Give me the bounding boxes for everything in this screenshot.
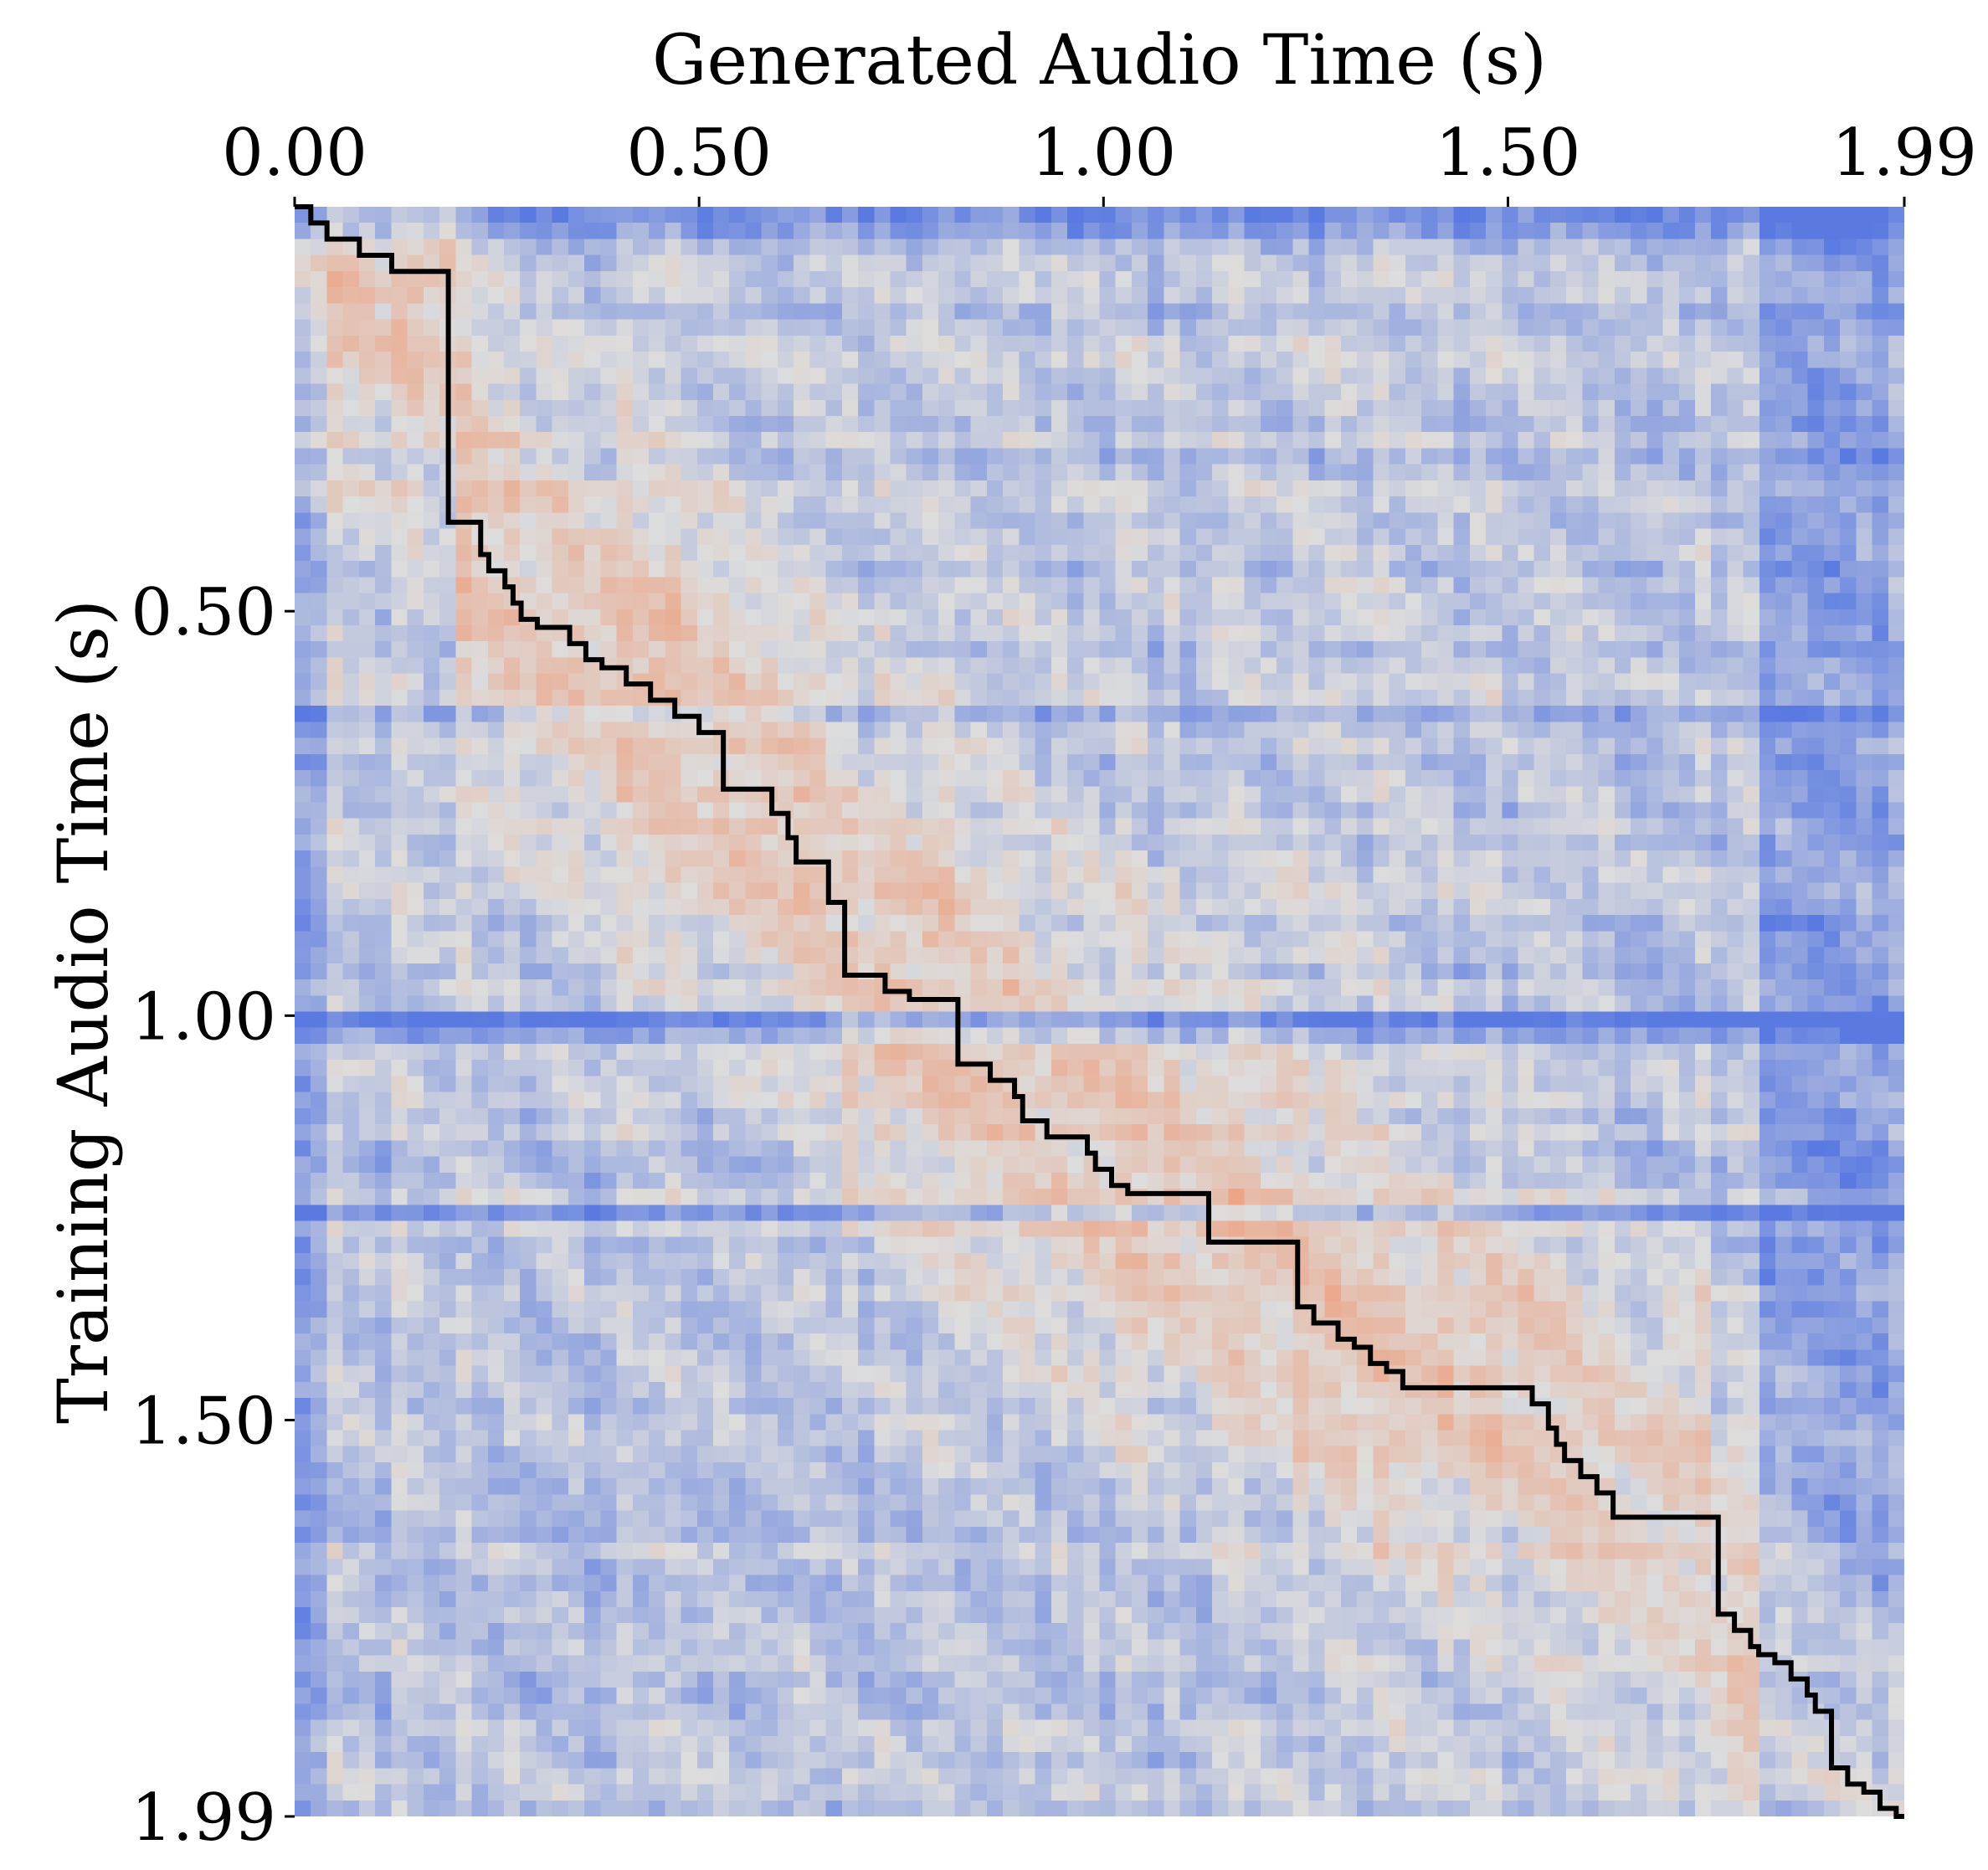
heatmap-cells (295, 207, 1904, 1816)
y-axis-title: Training Audio Time (s) (44, 599, 124, 1424)
x-tick-label: 1.50 (1436, 116, 1581, 191)
y-axis: 0.50 1.00 1.50 1.99 (131, 575, 295, 1856)
x-axis: 0.00 0.50 1.00 1.50 1.99 (222, 116, 1977, 207)
y-tick-label: 1.99 (131, 1780, 276, 1856)
y-tick-label: 1.00 (131, 979, 276, 1055)
x-tick-label: 1.00 (1030, 116, 1176, 191)
heatmap (295, 207, 1904, 1816)
x-tick-label: 1.99 (1831, 116, 1977, 191)
x-tick-label: 0.50 (626, 116, 772, 191)
y-tick-label: 0.50 (131, 575, 276, 650)
y-tick-label: 1.50 (131, 1384, 276, 1459)
alignment-path (295, 204, 1904, 1819)
x-axis-title: Generated Audio Time (s) (652, 21, 1547, 100)
x-tick-label: 0.00 (222, 116, 367, 191)
